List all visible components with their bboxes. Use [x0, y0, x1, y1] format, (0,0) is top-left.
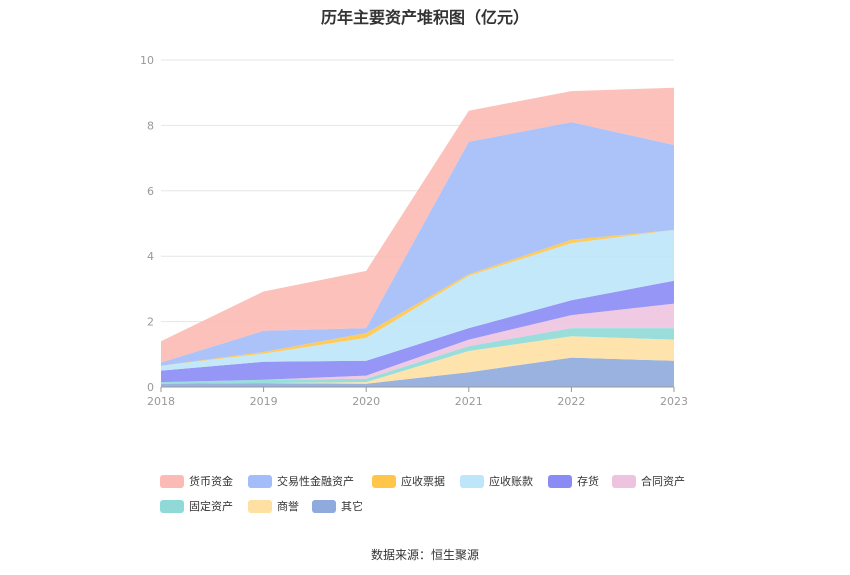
area-series: [161, 280, 674, 383]
source-note: 数据来源：恒生聚源: [370, 548, 479, 562]
legend-label: 货币资金: [189, 475, 233, 488]
legend-item[interactable]: 商誉: [248, 498, 299, 514]
area-series: [161, 122, 674, 366]
axes: 0 2 4 6 8 10 2018 2019 2020 2021 2022 2023: [140, 54, 688, 408]
y-tick-label: 4: [147, 250, 154, 263]
legend-item[interactable]: 合同资产: [612, 473, 685, 489]
legend-item[interactable]: 其它: [312, 498, 363, 514]
legend-label: 交易性金融资产: [277, 475, 354, 488]
area-series: [161, 303, 674, 383]
area-series: [161, 230, 674, 371]
x-tick-label: 2019: [250, 395, 278, 408]
area-series: [161, 328, 674, 384]
legend-item[interactable]: 交易性金融资产: [248, 473, 354, 489]
area-series: [161, 87, 674, 363]
legend-label: 存货: [577, 475, 599, 488]
legend-item[interactable]: 存货: [548, 473, 599, 489]
y-tick-label: 2: [147, 316, 154, 329]
y-tick-label: 8: [147, 119, 154, 132]
area-series: [161, 357, 674, 387]
legend-swatch: [548, 474, 572, 488]
y-tick-label: 0: [147, 381, 154, 394]
legend-label: 商誉: [277, 500, 299, 513]
legend-label: 其它: [341, 500, 363, 513]
area-series-layer: [161, 87, 674, 387]
legend-label: 合同资产: [641, 475, 685, 488]
legend-swatch: [312, 499, 336, 513]
legend-swatch: [372, 474, 396, 488]
x-tick-label: 2020: [352, 395, 380, 408]
legend-swatch: [612, 474, 636, 488]
y-tick-label: 10: [140, 54, 154, 67]
y-tick-label: 6: [147, 185, 154, 198]
area-series: [161, 336, 674, 384]
legend-item[interactable]: 固定资产: [160, 498, 233, 514]
legend-swatch: [160, 499, 184, 513]
chart-title: 历年主要资产堆积图（亿元）: [320, 8, 529, 27]
legend-swatch: [248, 474, 272, 488]
x-tick-label: 2023: [660, 395, 688, 408]
legend-swatch: [160, 474, 184, 488]
x-tick-label: 2018: [147, 395, 175, 408]
legend-label: 应收票据: [401, 475, 445, 488]
legend-swatch: [248, 499, 272, 513]
x-tick-label: 2022: [557, 395, 585, 408]
x-tick-label: 2021: [455, 395, 483, 408]
legend-label: 固定资产: [189, 500, 233, 513]
legend-swatch: [460, 474, 484, 488]
legend-item[interactable]: 应收账款: [460, 473, 533, 489]
legend-label: 应收账款: [489, 475, 533, 488]
legend-item[interactable]: 货币资金: [160, 473, 233, 489]
legend-item[interactable]: 应收票据: [372, 473, 445, 489]
